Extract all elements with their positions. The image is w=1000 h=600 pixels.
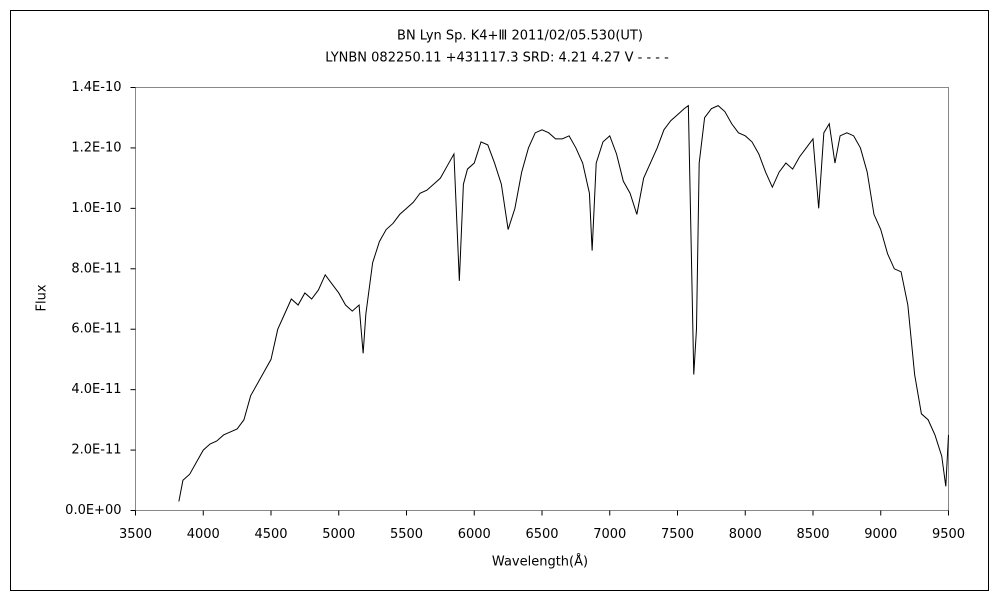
y-tick-label: 6.0E-11	[71, 322, 121, 337]
x-tick-label: 9500	[932, 527, 965, 542]
x-tick-label: 8500	[796, 527, 829, 542]
x-tick-label: 6500	[525, 527, 558, 542]
plot-area	[135, 87, 949, 511]
x-tick-label: 7500	[661, 527, 694, 542]
x-tick-label: 7000	[593, 527, 626, 542]
spectrum-line	[178, 104, 949, 502]
y-axis-label: Flux	[35, 284, 50, 311]
y-tick-label: 1.4E-10	[71, 80, 121, 95]
x-axis-label: Wavelength(Å)	[492, 554, 588, 570]
y-tick-label: 1.2E-10	[71, 140, 121, 155]
chart-frame	[10, 10, 989, 591]
y-tick-label: 4.0E-11	[71, 382, 121, 397]
y-tick-label: 0.0E+00	[65, 503, 121, 518]
x-tick-label: 3500	[119, 527, 152, 542]
y-tick-label: 1.0E-10	[71, 201, 121, 216]
x-tick-label: 9000	[864, 527, 897, 542]
chart-subtitle: LYNBN 082250.11 +431117.3 SRD: 4.21 4.27…	[325, 51, 669, 66]
chart-title: BN Lyn Sp. K4+Ⅲ 2011/02/05.530(UT)	[397, 29, 643, 44]
x-tick-label: 6000	[458, 527, 491, 542]
y-tick-label: 2.0E-11	[71, 443, 121, 458]
y-tick-label: 8.0E-11	[71, 261, 121, 276]
x-tick-label: 4000	[187, 527, 220, 542]
x-tick-label: 8000	[729, 527, 762, 542]
x-tick-label: 5500	[390, 527, 423, 542]
x-tick-label: 5000	[322, 527, 355, 542]
x-tick-label: 4500	[254, 527, 287, 542]
